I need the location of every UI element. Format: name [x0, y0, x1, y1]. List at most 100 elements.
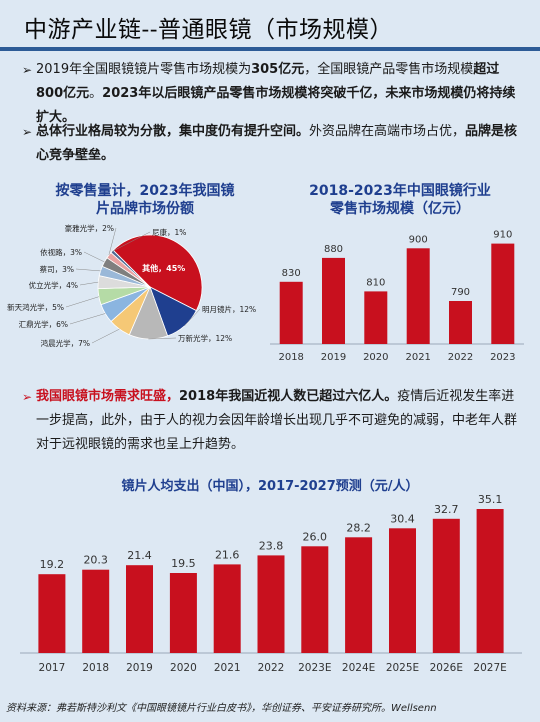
pie-leader-line — [69, 313, 106, 325]
source-footnote: 资料来源：弗若斯特沙利文《中国眼镜镜片行业白皮书》，华创证券、平安证券研究所。W… — [6, 703, 437, 714]
pie-slice — [110, 249, 151, 288]
bullet-market-size: ➢ 2019年全国眼镜镜片零售市场规模为305亿元，全国眼镜产品零售市场规模超过… — [22, 58, 526, 130]
bar — [126, 565, 153, 653]
bar — [364, 291, 388, 344]
bullet-text-emphasis: 305亿元 — [251, 62, 305, 77]
bar-value-label: 19.2 — [40, 558, 65, 571]
pie-slice-label: 优立光学，4% — [29, 280, 78, 290]
pie-slice-label: 依视路，3% — [40, 247, 82, 257]
x-tick-label: 2020 — [170, 662, 197, 674]
x-tick-label: 2024E — [342, 662, 375, 674]
bar-value-label: 880 — [324, 244, 343, 255]
x-tick-label: 2020 — [363, 352, 388, 363]
bar — [491, 243, 515, 344]
pie-leader-line — [148, 337, 177, 340]
pie-leader-line — [108, 227, 117, 256]
bullet-text-highlight: 我国眼镜市场需求旺盛， — [36, 389, 180, 404]
per-capita-chart-title: 镜片人均支出（中国），2017-2027预测（元/人） — [121, 479, 419, 494]
bullet-text-part: 。 — [89, 86, 103, 101]
bullet-text-emphasis: 2018年我国近视人数已超过六亿人。 — [179, 389, 398, 404]
x-tick-label: 2018 — [278, 352, 303, 363]
bar — [322, 257, 345, 344]
page-title: 中游产业链--普通眼镜（市场规模） — [24, 17, 394, 43]
market-size-chart-title: 2018-2023年中国眼镜行业 零售市场规模（亿元） — [270, 182, 530, 218]
bullet-text-part: 外资品牌在高端市场占优， — [309, 124, 466, 139]
bar-value-label: 30.4 — [390, 512, 415, 525]
bullet-text-emphasis: 总体行业格局较为分散，集中度仍有提升空间。 — [36, 124, 310, 139]
x-tick-label: 2022 — [448, 352, 473, 363]
pie-slice — [112, 234, 203, 312]
brand-share-pie-chart: 其他，45% 明月镜片，12% 万新光学，12% 鸿晨光学，7% 汇鼎光学，6% 新天鸿光… — [7, 223, 256, 348]
bar — [389, 528, 416, 653]
bar — [449, 301, 472, 344]
pie-slice-label: 豪雅光学，2% — [65, 223, 114, 233]
pie-slice-label: 蔡司，3% — [40, 264, 74, 274]
bullet-arrow-icon: ➢ — [22, 390, 33, 404]
bullet-text: 2019年全国眼镜镜片零售市场规模为305亿元，全国眼镜产品零售市场规模超过80… — [22, 58, 526, 130]
bar-value-label: 830 — [282, 268, 301, 279]
x-tick-label: 2027E — [473, 662, 506, 674]
bar — [432, 518, 460, 653]
bar-value-label: 23.8 — [259, 539, 284, 552]
bar — [345, 537, 373, 653]
bar-value-label: 790 — [451, 287, 470, 298]
bar-value-label: 19.5 — [171, 557, 196, 570]
pie-slice-label: 万新光学，12% — [178, 333, 232, 343]
title-divider — [0, 47, 540, 51]
bullet-text: 我国眼镜市场需求旺盛，2018年我国近视人数已超过六亿人。疫情后近视发生率进一步… — [22, 385, 526, 457]
bar-value-label: 900 — [409, 234, 428, 245]
x-tick-label: 2025E — [386, 662, 419, 674]
pie-slice-label: 新天鸿光学，5% — [7, 302, 64, 312]
x-tick-label: 2023E — [298, 662, 331, 674]
bullet-text-emphasis: 2023年以后眼镜产品零售市场规模将突破千亿，未来市场规模仍将持续扩大。 — [36, 86, 516, 125]
bar — [38, 574, 66, 653]
bar-value-label: 26.0 — [303, 530, 328, 543]
bar-value-label: 21.6 — [215, 548, 240, 561]
x-tick-label: 2018 — [82, 662, 109, 674]
pie-leader-line — [111, 231, 151, 252]
bar — [301, 546, 329, 653]
bar-value-label: 28.2 — [346, 521, 371, 534]
bar — [213, 564, 241, 653]
bar-value-label: 35.1 — [478, 495, 503, 506]
pie-leader-line — [184, 308, 201, 327]
x-tick-label: 2019 — [321, 352, 346, 363]
pie-chart-title-line2: 片品牌市场份额 — [96, 201, 194, 217]
pie-slice-label: 其他，45% — [142, 263, 185, 273]
pie-slice-label: 尼康，1% — [152, 227, 186, 237]
x-tick-label: 2021 — [405, 352, 430, 363]
pie-leader-line — [75, 268, 101, 272]
pie-slice-label: 明月镜片，12% — [202, 304, 256, 314]
pie-leader-line — [91, 328, 120, 344]
bar-value-label: 20.3 — [83, 554, 108, 567]
bullet-text-emphasis: 超过800亿元 — [36, 62, 500, 101]
pie-chart-title: 按零售量计，2023年我国镜 片品牌市场份额 — [40, 182, 250, 218]
bullet-text-emphasis: 品牌是核心竞争壁垒。 — [36, 124, 518, 163]
pie-slice-label: 鸿晨光学，7% — [41, 338, 90, 348]
bar — [476, 509, 504, 653]
pie-leader-line — [83, 251, 105, 263]
x-tick-label: 2019 — [126, 662, 153, 674]
bar — [82, 569, 110, 653]
bullet-industry-structure: ➢ 总体行业格局较为分散，集中度仍有提升空间。外资品牌在高端市场占优，品牌是核心… — [22, 120, 526, 168]
pie-leader-line — [79, 281, 99, 286]
bar — [257, 555, 285, 653]
bar — [169, 573, 197, 653]
bar-value-label: 810 — [366, 277, 385, 288]
per-capita-spend-bar-chart: 19.2 2017 20.3 2018 21.4 2019 19.5 2020 21.6 2021… — [20, 495, 522, 674]
bullet-text-part: 疫情后近视发生率进一步提高，此外，由于人的视力会因年龄增长出现几乎不可避免的减弱… — [36, 389, 518, 452]
bar — [279, 281, 303, 344]
market-size-chart-title-line1: 2018-2023年中国眼镜行业 — [309, 183, 491, 199]
bullet-text-part: ，全国眼镜产品零售市场规模 — [304, 62, 474, 77]
pie-slice-label: 汇鼎光学，6% — [19, 319, 68, 329]
bar-value-label: 910 — [493, 230, 512, 241]
bullet-text: 总体行业格局较为分散，集中度仍有提升空间。外资品牌在高端市场占优，品牌是核心竞争… — [22, 120, 526, 168]
pie-leader-line — [65, 296, 99, 308]
x-tick-label: 2026E — [430, 662, 463, 674]
bar-value-label: 32.7 — [434, 503, 459, 516]
pie-chart-title-line1: 按零售量计，2023年我国镜 — [55, 183, 235, 199]
bullet-arrow-icon: ➢ — [22, 63, 33, 77]
x-tick-label: 2022 — [258, 662, 285, 674]
market-size-chart-title-line2: 零售市场规模（亿元） — [330, 201, 470, 217]
x-tick-label: 2021 — [214, 662, 241, 674]
